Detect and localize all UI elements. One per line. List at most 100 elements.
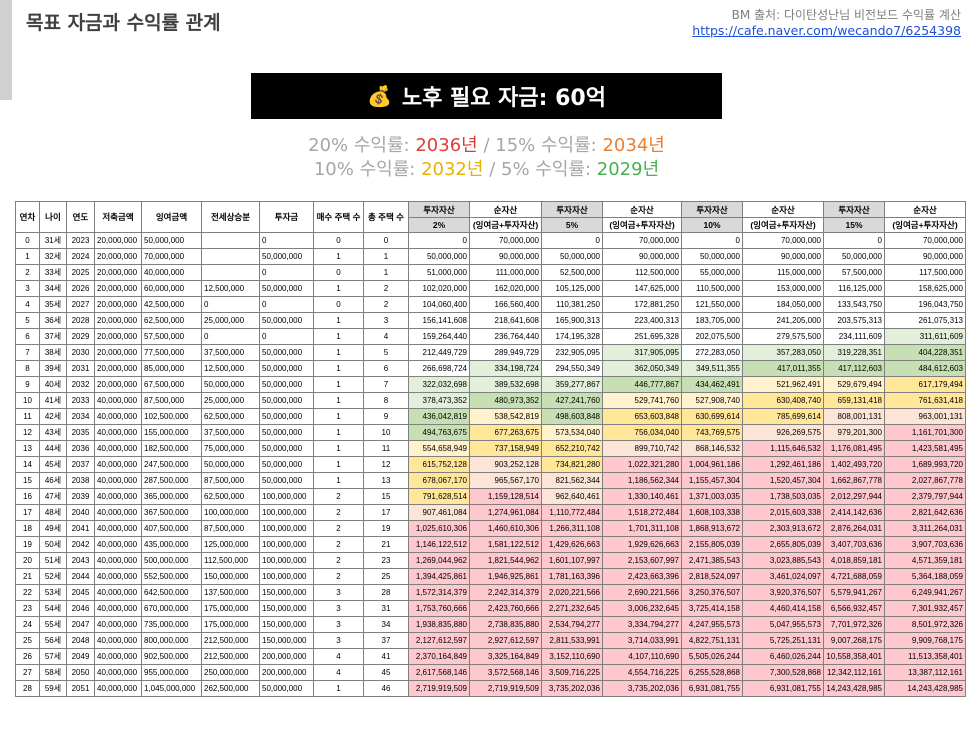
table-cell: 40세: [39, 376, 67, 393]
table-cell: 50세: [39, 536, 67, 553]
table-cell: 251,695,328: [602, 328, 682, 345]
table-cell: 2026: [66, 280, 95, 297]
table-cell: 1,460,610,306: [469, 520, 542, 537]
table-cell: 2: [313, 536, 364, 553]
table-cell: 5: [15, 312, 40, 329]
rate-5-label-col: 5%: [541, 217, 603, 233]
table-cell: 1,161,701,300: [884, 424, 966, 441]
table-cell: 104,060,400: [408, 296, 470, 313]
table-cell: 500,000,000: [141, 552, 202, 569]
table-cell: 0: [408, 232, 470, 249]
table-cell: 90,000,000: [742, 248, 824, 265]
table-cell: 615,752,128: [408, 456, 470, 473]
table-cell: 40,000,000: [94, 456, 142, 473]
table-cell: 3,334,794,277: [602, 616, 682, 633]
table-cell: 50,000,000: [201, 456, 260, 473]
table-cell: 175,000,000: [201, 600, 260, 617]
table-cell: 529,679,494: [823, 376, 885, 393]
table-cell: 791,628,514: [408, 488, 470, 505]
table-cell: 50,000,000: [541, 248, 603, 265]
table-cell: 1,176,081,495: [823, 440, 885, 457]
table-cell: 630,408,740: [742, 392, 824, 409]
table-cell: 50,000,000: [259, 440, 314, 457]
table-cell: 3: [313, 600, 364, 617]
table-cell: 4,571,359,181: [884, 552, 966, 569]
table-cell: 261,075,313: [884, 312, 966, 329]
table-cell: 554,658,949: [408, 440, 470, 457]
table-cell: 0: [313, 232, 364, 249]
projection-table: 연차 나이 연도 저축금액 잉여금액 전세상승분 투자금 매수 주택 수 총 주…: [15, 201, 966, 697]
table-cell: 2034: [66, 408, 95, 425]
table-cell: 20,000,000: [94, 328, 142, 345]
table-cell: 52,500,000: [541, 264, 603, 281]
table-cell: 737,158,949: [469, 440, 542, 457]
net-assets-sub-label: (잉여금+투자자산): [884, 217, 966, 233]
table-cell: 102,500,000: [141, 408, 202, 425]
table-cell: 4,721,688,059: [823, 568, 885, 585]
table-cell: 100,000,000: [201, 504, 260, 521]
table-cell: 200,000,000: [259, 648, 314, 665]
table-cell: 1,753,760,666: [408, 600, 470, 617]
table-cell: 232,905,095: [541, 344, 603, 361]
source-link[interactable]: https://cafe.naver.com/wecando7/6254398: [692, 23, 961, 38]
table-cell: 417,112,603: [823, 360, 885, 377]
table-row: 5 36세 2028 20,000,000 62,500,000 25,000,000 50…: [15, 312, 966, 329]
table-cell: 868,146,532: [681, 440, 743, 457]
target-banner: 💰 노후 필요 자금: 60억: [251, 73, 722, 119]
table-cell: 46세: [39, 472, 67, 489]
table-cell: 2: [313, 488, 364, 505]
table-cell: 2,015,603,338: [742, 504, 824, 521]
table-cell: 1,423,581,495: [884, 440, 966, 457]
table-cell: 10: [15, 392, 40, 409]
table-cell: 1,520,457,304: [742, 472, 824, 489]
table-row: 8 39세 2031 20,000,000 85,000,000 12,500,000 50…: [15, 360, 966, 377]
table-cell: 42세: [39, 408, 67, 425]
table-cell: 311,611,609: [884, 328, 966, 345]
table-cell: 480,973,352: [469, 392, 542, 409]
table-row: 14 45세 2037 40,000,000 247,500,000 50,000,000…: [15, 456, 966, 473]
table-cell: 926,269,575: [742, 424, 824, 441]
table-cell: 734,821,280: [541, 456, 603, 473]
table-cell: 7,301,932,457: [884, 600, 966, 617]
table-cell: 367,500,000: [141, 504, 202, 521]
table-cell: 21: [15, 568, 40, 585]
table-cell: 9,909,768,175: [884, 632, 966, 649]
table-cell: 20,000,000: [94, 312, 142, 329]
table-cell: 319,228,351: [823, 344, 885, 361]
table-cell: 357,283,050: [742, 344, 824, 361]
table-cell: 20,000,000: [94, 296, 142, 313]
table-cell: 1: [313, 440, 364, 457]
table-cell: 2,242,314,379: [469, 584, 542, 601]
table-cell: 75,000,000: [201, 440, 260, 457]
table-cell: 756,034,040: [602, 424, 682, 441]
rate-line-2: 10% 수익률: 2032년 / 5% 수익률: 2029년: [0, 155, 973, 181]
net-assets-sub-label: (잉여금+투자자산): [602, 217, 682, 233]
table-cell: 50,000,000: [681, 248, 743, 265]
table-cell: 0: [363, 232, 409, 249]
table-row: 17 48세 2040 40,000,000 367,500,000 100,000,00…: [15, 504, 966, 521]
table-cell: 49세: [39, 520, 67, 537]
table-cell: 2031: [66, 360, 95, 377]
table-cell: 241,205,000: [742, 312, 824, 329]
col-jeonse: 전세상승분: [201, 201, 260, 233]
table-cell: 14,243,428,985: [884, 680, 966, 697]
table-cell: 236,764,440: [469, 328, 542, 345]
table-cell: 105,125,000: [541, 280, 603, 297]
table-cell: 85,000,000: [141, 360, 202, 377]
table-cell: 125,000,000: [201, 536, 260, 553]
table-cell: 0: [681, 232, 743, 249]
table-cell: 1,159,128,514: [469, 488, 542, 505]
table-row: 3 34세 2026 20,000,000 60,000,000 12,500,000 50…: [15, 280, 966, 297]
table-cell: 678,067,170: [408, 472, 470, 489]
table-cell: 7,701,972,326: [823, 616, 885, 633]
table-cell: 6: [363, 360, 409, 377]
table-cell: 40,000,000: [94, 472, 142, 489]
table-cell: 365,000,000: [141, 488, 202, 505]
table-cell: 7,300,528,868: [742, 664, 824, 681]
table-cell: 40,000,000: [94, 424, 142, 441]
table-cell: 100,000,000: [259, 568, 314, 585]
table-cell: 150,000,000: [201, 568, 260, 585]
table-cell: 1: [313, 360, 364, 377]
table-cell: 40,000,000: [94, 408, 142, 425]
table-cell: 2,423,663,396: [602, 568, 682, 585]
